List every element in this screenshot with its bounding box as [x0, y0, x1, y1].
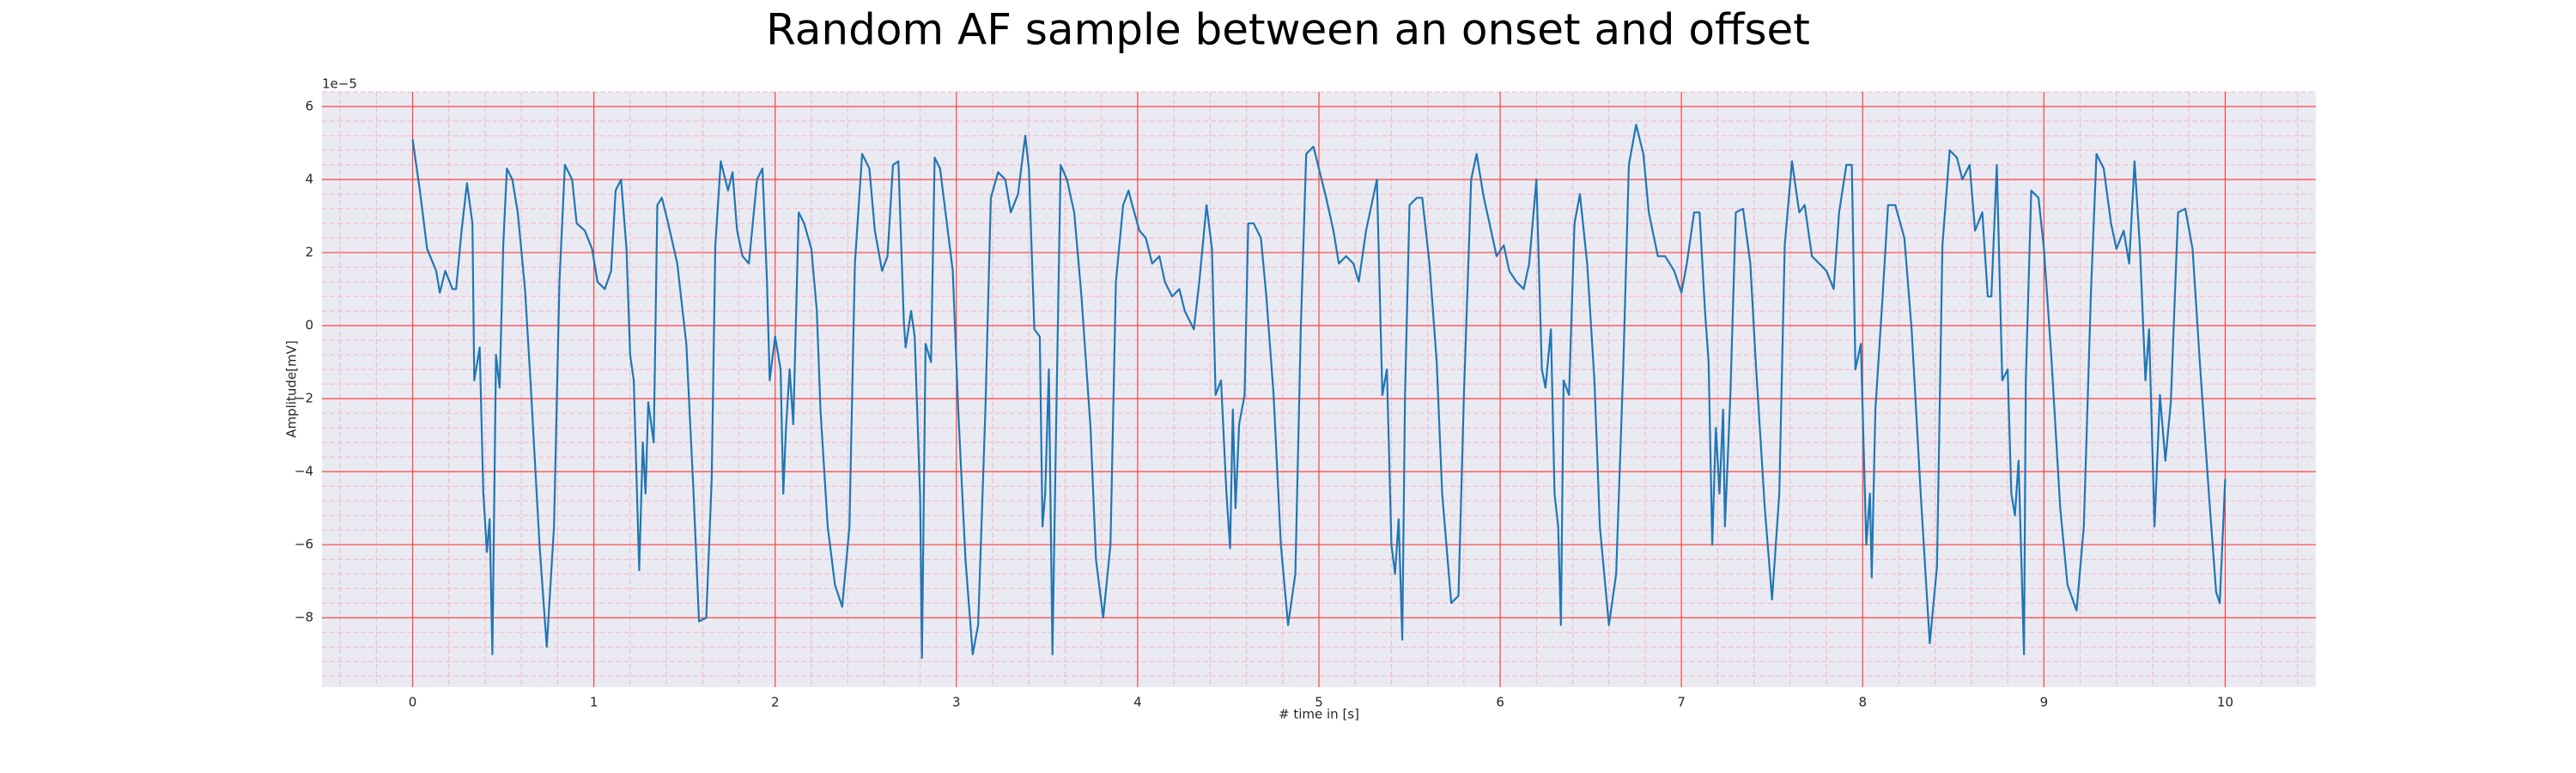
y-axis-label: Amplitude[mV]	[284, 340, 300, 437]
y-tick-label: 6	[305, 99, 313, 114]
x-tick-label: 2	[771, 695, 780, 710]
chart-title: Random AF sample between an onset and of…	[766, 5, 1810, 55]
y-tick-label: 2	[305, 245, 313, 260]
y-tick-label: −4	[295, 464, 313, 479]
x-tick-label: 5	[1315, 695, 1323, 710]
signal-line	[411, 124, 2227, 660]
y-tick-label: −8	[295, 610, 313, 625]
x-tick-label: 7	[1677, 695, 1686, 710]
x-tick-label: 1	[590, 695, 598, 710]
x-tick-label: 0	[409, 695, 417, 710]
x-tick-label: 6	[1496, 695, 1504, 710]
y-offset-label: 1e−5	[322, 76, 357, 92]
x-tick-label: 4	[1133, 695, 1142, 710]
x-tick-label: 10	[2217, 695, 2233, 710]
y-tick-label: −2	[295, 391, 313, 406]
y-tick-label: 4	[305, 172, 313, 187]
y-tick-label: −6	[295, 537, 313, 552]
x-tick-label: 3	[952, 695, 961, 710]
y-tick-label: 0	[305, 318, 313, 333]
x-tick-label: 8	[1858, 695, 1867, 710]
x-tick-label: 9	[2040, 695, 2049, 710]
x-axis-label: # time in [s]	[1279, 707, 1359, 722]
